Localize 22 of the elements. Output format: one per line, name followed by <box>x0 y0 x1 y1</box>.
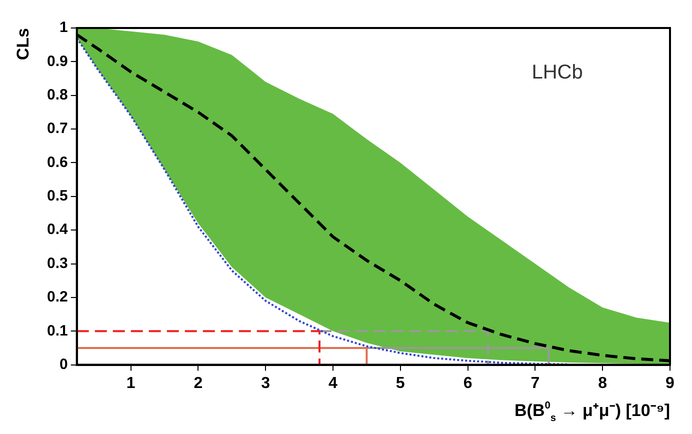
x-tick-label: 9 <box>666 374 675 392</box>
x-tick-label: 5 <box>396 374 405 392</box>
x-tick-label: 3 <box>261 374 270 392</box>
y-tick-label: 1 <box>60 19 68 36</box>
y-tick-label: 0.7 <box>46 120 68 138</box>
y-axis-title: CLs <box>14 28 33 60</box>
x-tick-label: 2 <box>194 374 203 392</box>
x-tick-label: 4 <box>328 374 338 392</box>
y-tick-label: 0.8 <box>46 86 68 104</box>
x-tick-label: 8 <box>598 374 608 392</box>
y-tick-label: 0.6 <box>46 154 68 171</box>
y-tick-label: 0.5 <box>46 188 68 205</box>
annotation: LHCb <box>532 62 583 84</box>
x-tick-label: 7 <box>530 374 540 392</box>
y-tick-label: 0.9 <box>46 52 68 70</box>
x-tick-label: 6 <box>463 374 472 392</box>
x-tick-label: 1 <box>126 374 136 392</box>
y-tick-label: 0.2 <box>46 288 68 306</box>
y-tick-label: 0.3 <box>46 254 68 272</box>
y-tick-label: 0.4 <box>46 221 68 238</box>
y-tick-label: 0 <box>60 356 68 373</box>
y-tick-label: 0.1 <box>46 322 68 340</box>
